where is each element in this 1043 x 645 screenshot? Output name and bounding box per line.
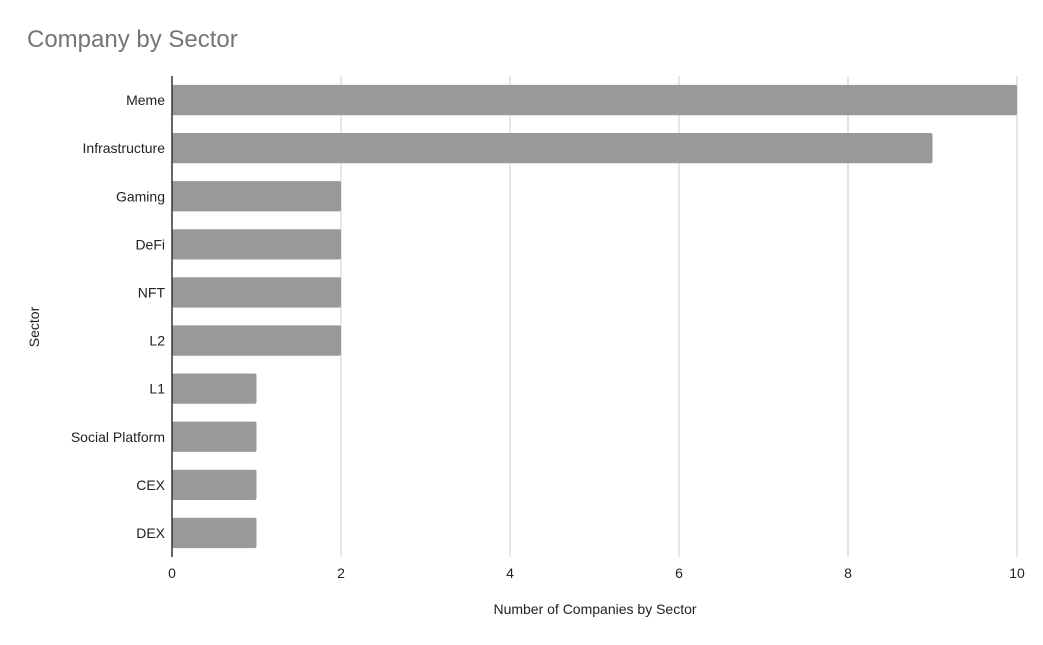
x-tick-label: 10 <box>1009 565 1025 581</box>
bar <box>172 469 257 501</box>
bar <box>172 277 341 308</box>
x-tick-label: 2 <box>337 565 345 581</box>
bars <box>172 84 1017 549</box>
chart-title: Company by Sector <box>27 26 238 53</box>
x-tick-labels: 0 2 4 6 8 10 <box>168 565 1025 581</box>
bar <box>172 325 341 356</box>
bar <box>172 84 1017 116</box>
x-tick-label: 8 <box>844 565 852 581</box>
category-label: Gaming <box>116 188 165 204</box>
category-label: L2 <box>149 333 165 349</box>
category-label: Infrastructure <box>83 140 166 156</box>
category-label: DeFi <box>135 236 165 252</box>
bar <box>172 132 933 164</box>
category-labels: Meme Infrastructure Gaming DeFi NFT L2 L1 Socia… <box>71 92 166 541</box>
bar <box>172 373 257 404</box>
bar <box>172 229 341 260</box>
category-label: CEX <box>136 477 165 493</box>
category-label: NFT <box>138 284 166 300</box>
bar <box>172 421 257 452</box>
bar <box>172 181 341 212</box>
y-axis-title: Sector <box>26 306 42 347</box>
category-label: L1 <box>149 381 165 397</box>
category-label: Meme <box>126 92 165 108</box>
x-axis-title: Number of Companies by Sector <box>493 601 696 617</box>
bar <box>172 517 257 549</box>
category-label: DEX <box>136 525 165 541</box>
x-tick-label: 6 <box>675 565 683 581</box>
x-tick-label: 4 <box>506 565 514 581</box>
category-label: Social Platform <box>71 429 165 445</box>
x-tick-label: 0 <box>168 565 176 581</box>
